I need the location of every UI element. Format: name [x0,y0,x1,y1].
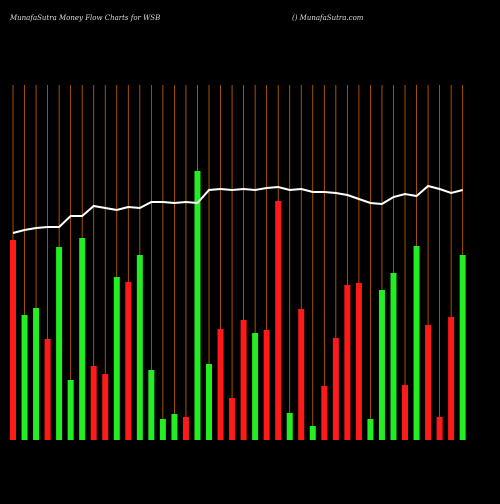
bar [194,171,201,440]
bar [355,283,362,440]
bar [136,255,143,440]
bar [332,338,339,440]
bar [148,370,155,440]
bar [298,309,305,440]
bar [182,417,189,440]
bar [275,201,282,440]
bar [436,417,443,440]
bar [344,285,351,440]
chart-subtitle: () MunafaSutra.com [292,14,364,22]
bar [286,413,293,440]
bar [125,282,132,440]
bar [229,398,236,440]
bar [402,385,409,440]
chart-title: MunafaSutra Money Flow Charts for WSB [9,14,160,22]
bar [44,339,51,440]
bar [90,366,97,440]
bar [459,255,466,440]
money-flow-line [12,184,463,234]
bar [321,386,328,440]
bar [425,325,432,440]
bar [159,419,166,440]
bar [263,330,270,440]
bar [33,308,40,440]
bar [171,414,178,440]
bar [206,364,213,440]
bar [21,315,28,440]
bar [448,317,455,440]
bar [252,333,259,440]
bar [10,240,16,440]
bar [240,320,247,440]
bar [217,329,224,440]
bar [67,380,74,440]
bar [56,247,63,440]
bar [102,374,109,440]
bar [378,290,385,440]
bar [79,238,86,440]
bar [113,277,120,440]
bar [367,419,374,440]
bar [309,426,316,440]
bar [413,246,420,440]
bar [390,273,397,440]
